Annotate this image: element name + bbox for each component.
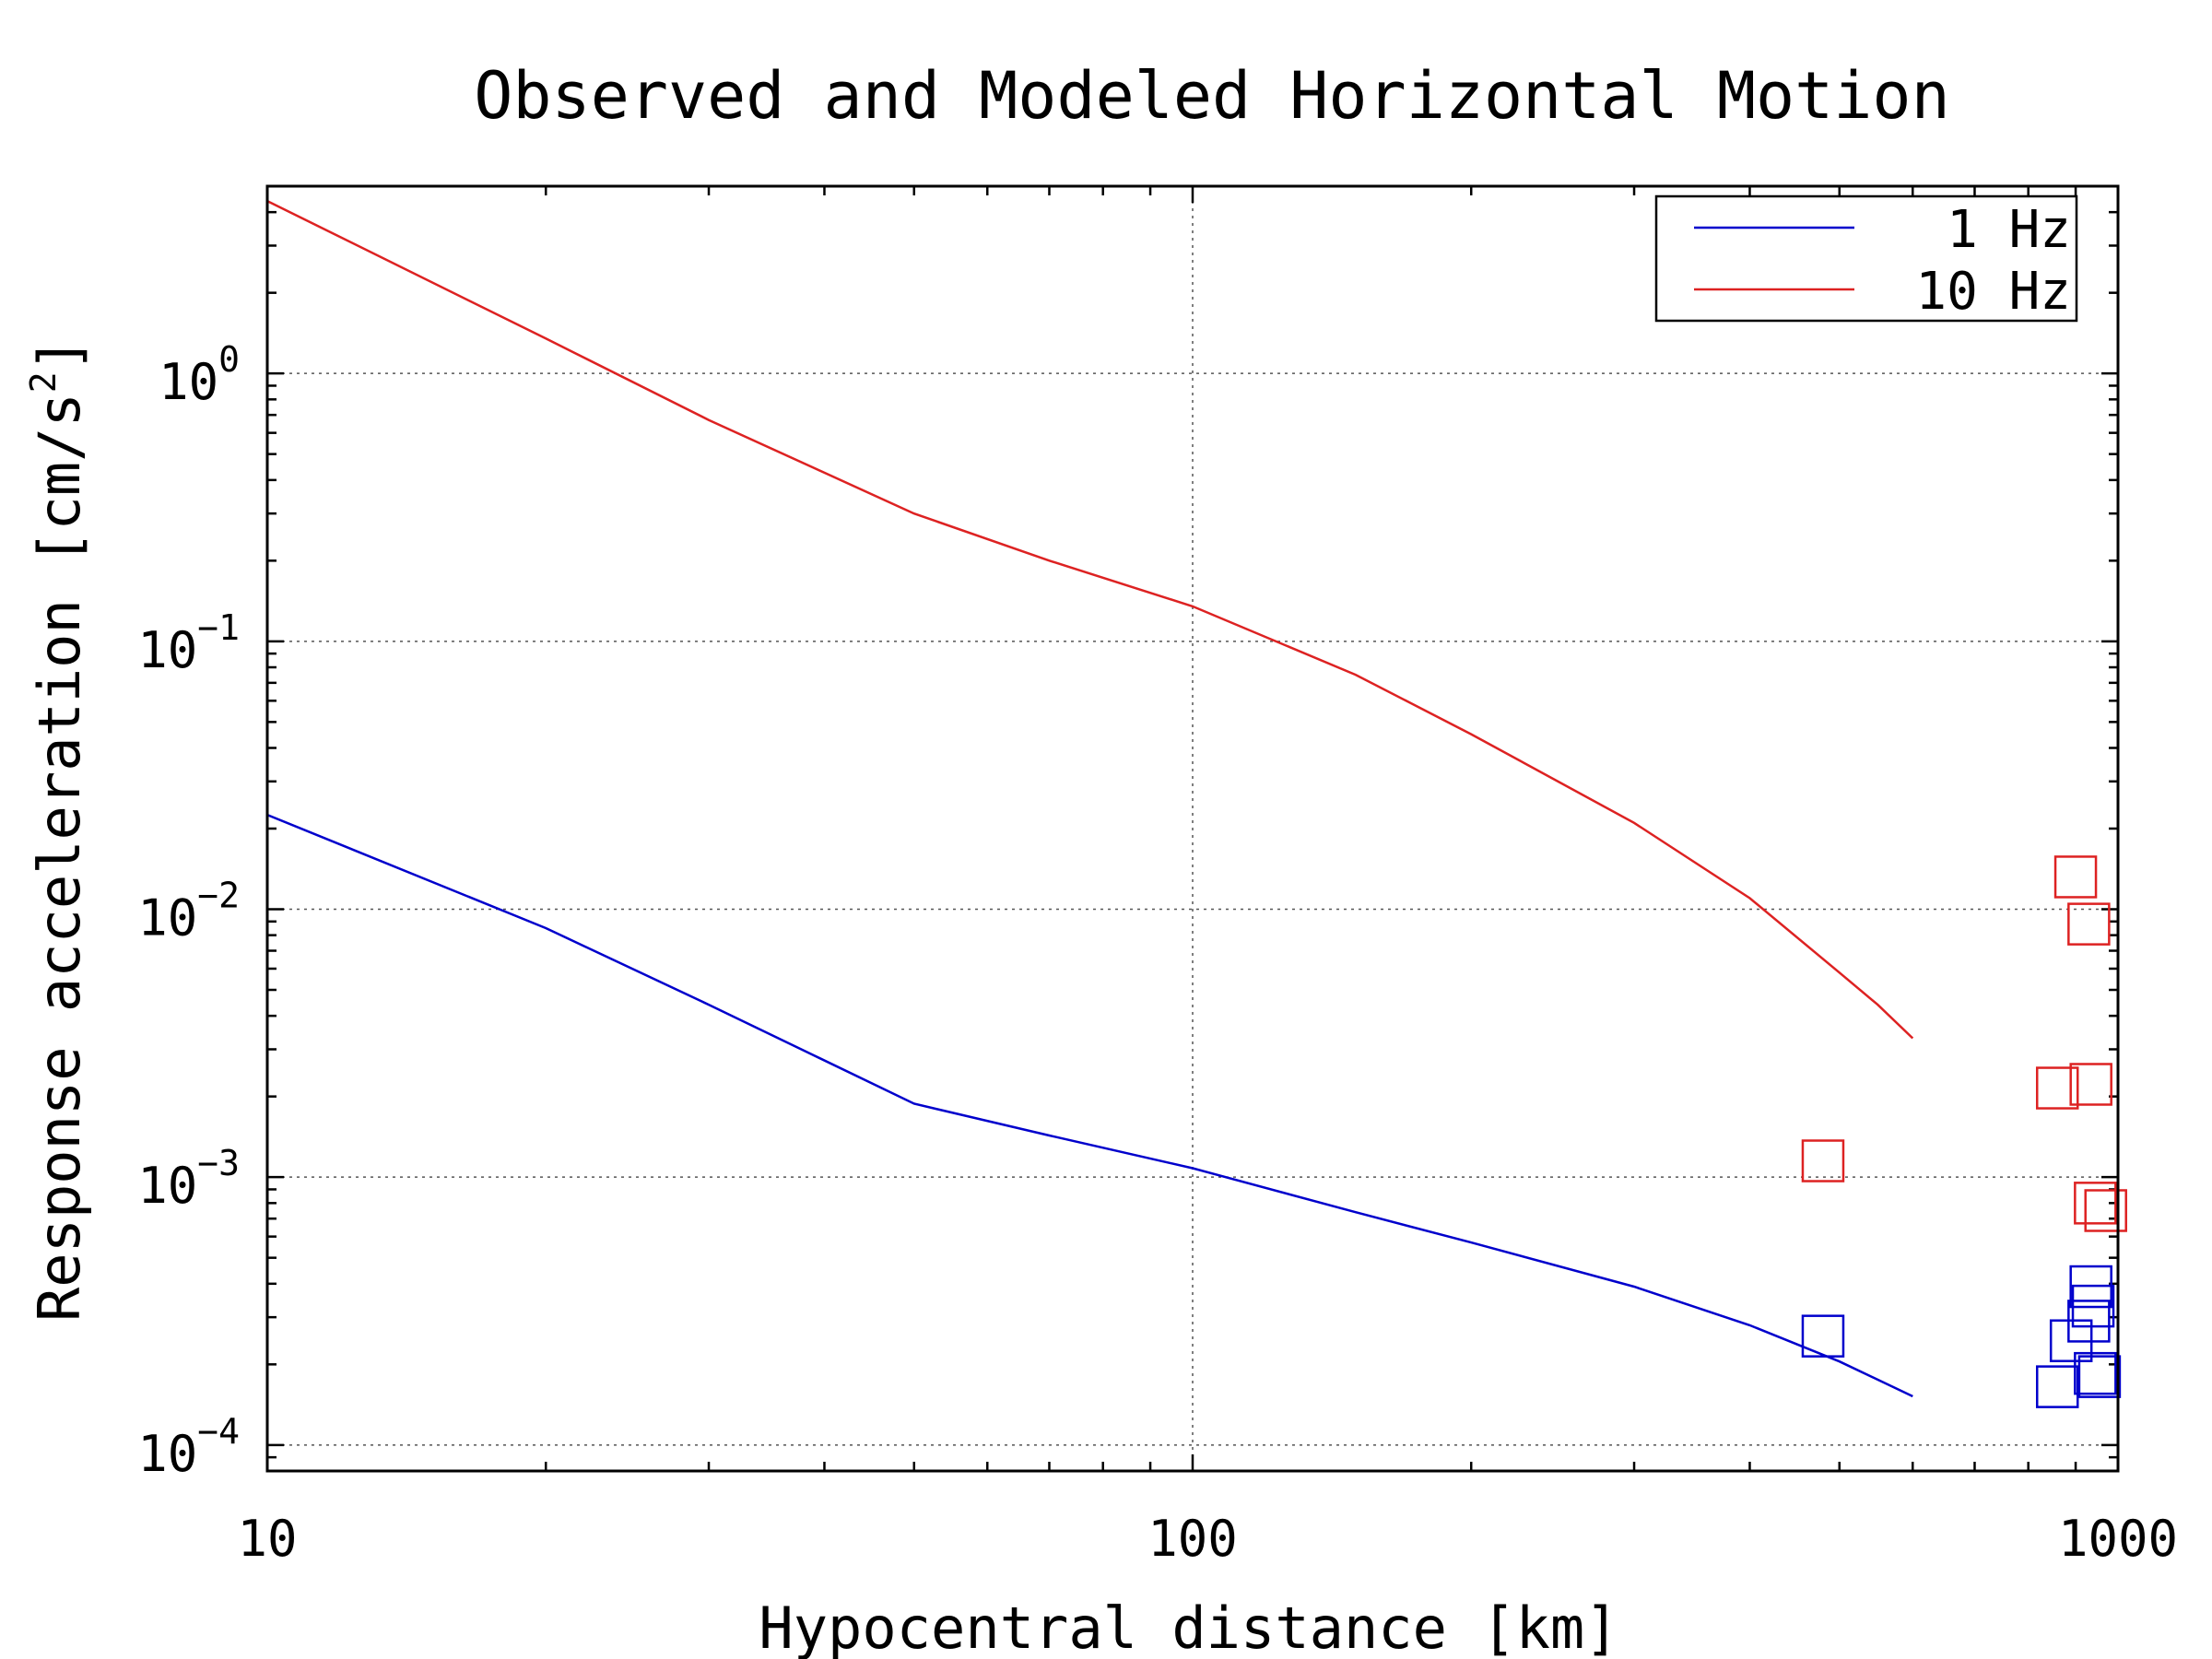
series-1hz (266, 813, 2122, 1408)
legend-label-10hz: 10 Hz (1915, 262, 2071, 322)
x-tick-labels: 10 100 1000 (237, 1510, 2178, 1568)
observed-point-10hz-6 (2084, 1189, 2127, 1232)
y-tick-label-1: 10−1 (137, 607, 240, 679)
observed-point-1hz-5 (2071, 1284, 2115, 1328)
plot-frame (265, 184, 2120, 1473)
observed-point-1hz-7 (2077, 1355, 2122, 1398)
legend-box (1654, 194, 2078, 323)
y-tick-label-3: 10−3 (137, 1143, 240, 1215)
x-tick-label-10: 10 (237, 1510, 297, 1568)
observed-point-10hz-4 (2069, 1063, 2112, 1106)
y-tick-label-2: 10−2 (137, 875, 240, 947)
grid-lines (267, 186, 2118, 1471)
legend: 1 Hz 10 Hz (1654, 194, 2078, 323)
y-axis-label: Response acceleration [cm/s2] (23, 337, 93, 1322)
x-axis-label: Hypocentral distance [km] (759, 1594, 1618, 1659)
observed-point-10hz-5 (2074, 1182, 2117, 1225)
observed-point-1hz-1 (2035, 1365, 2079, 1408)
y-axis-label-close: ] (26, 337, 93, 371)
y-tick-label-4: 10−4 (137, 1411, 240, 1483)
legend-label-1hz: 1 Hz (1947, 200, 2071, 260)
y-tick-label-0: 100 (159, 339, 240, 411)
series-layer (266, 199, 2127, 1408)
series-line-1hz (266, 813, 1913, 1398)
x-tick-label-100: 100 (1147, 1510, 1238, 1568)
observed-point-1hz-0 (1801, 1314, 1845, 1358)
y-tick-labels: 100 10−1 10−2 10−3 10−4 (137, 339, 240, 1483)
observed-point-10hz-1 (2035, 1066, 2079, 1110)
x-tick-label-1000: 1000 (2058, 1510, 2178, 1568)
series-line-10hz (266, 199, 1914, 1040)
observed-point-10hz-2 (2053, 855, 2098, 899)
y-axis-label-exponent: 2 (23, 371, 64, 393)
chart-title: Observed and Modeled Horizontal Motion (474, 58, 1949, 134)
axis-ticks (265, 184, 2120, 1473)
observed-point-10hz-3 (2067, 902, 2111, 946)
observed-point-1hz-3 (2067, 1300, 2111, 1343)
observed-point-10hz-0 (1801, 1139, 1845, 1182)
observed-point-1hz-6 (2074, 1351, 2117, 1395)
y-axis-label-text: Response acceleration [cm/s (26, 393, 93, 1322)
series-10hz (266, 199, 2127, 1232)
